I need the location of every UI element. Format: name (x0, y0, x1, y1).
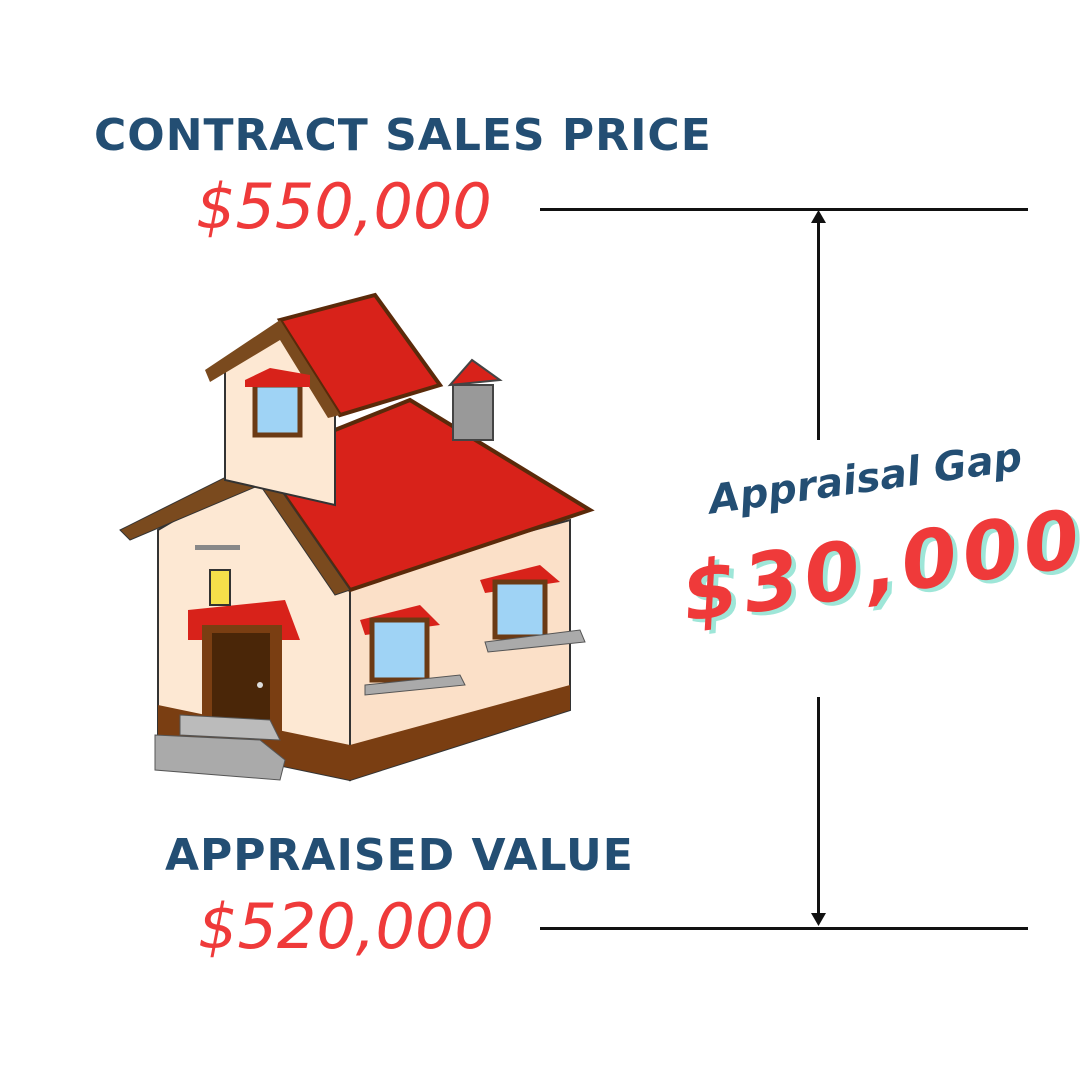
appraised-value-label: APPRAISED VALUE (165, 830, 634, 881)
appraised-value-line (540, 927, 1028, 930)
contract-price-label: CONTRACT SALES PRICE (94, 110, 712, 161)
arrow-down-icon (811, 913, 826, 926)
gap-arrow-down (817, 697, 820, 915)
house-icon (119, 292, 595, 782)
gap-arrow-up (817, 220, 820, 440)
arrow-up-icon (811, 210, 826, 223)
contract-price-line (540, 208, 1028, 211)
appraised-value-value: $520,000 (198, 890, 494, 963)
contract-price-value: $550,000 (196, 170, 492, 243)
